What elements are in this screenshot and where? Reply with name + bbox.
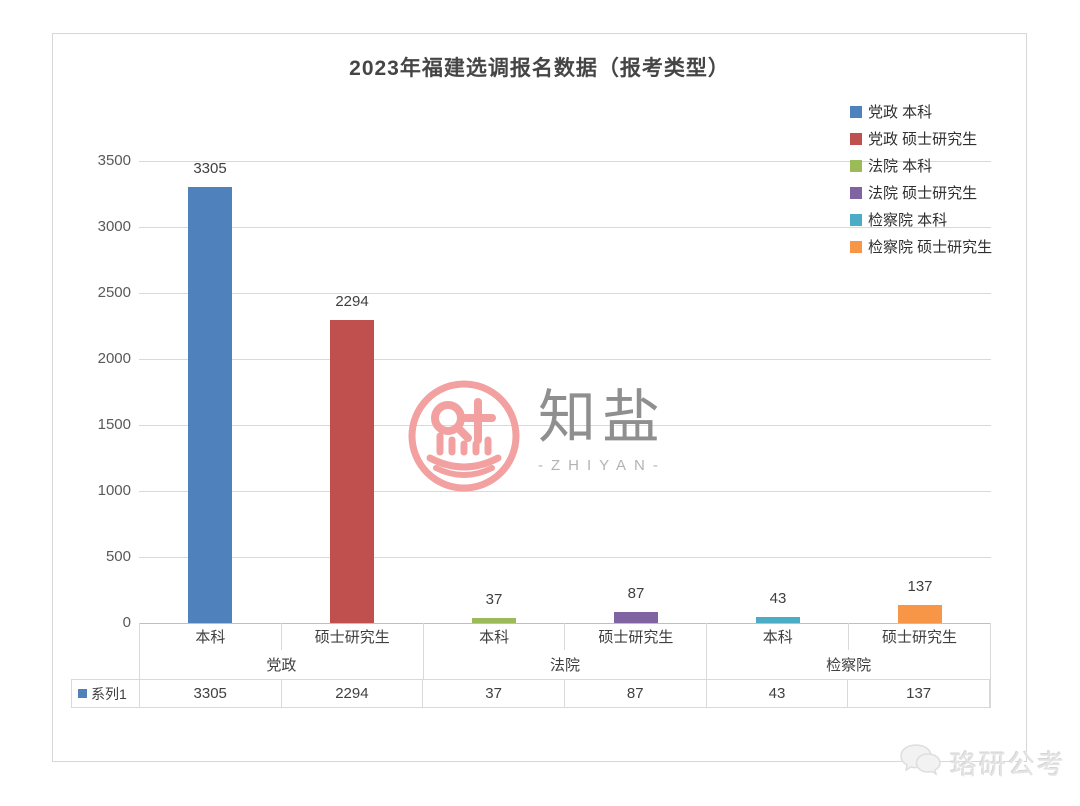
legend-item-label: 党政 硕士研究生	[868, 131, 978, 148]
group-cell: 法院	[424, 650, 708, 679]
table-value-cell: 43	[707, 680, 849, 707]
table-value-cell: 37	[423, 680, 565, 707]
legend-item: 党政 本科	[850, 98, 992, 125]
gridline	[139, 359, 991, 360]
series-name: 系列1	[91, 685, 127, 702]
bar-value-label: 37	[485, 591, 503, 608]
legend-key-square	[850, 159, 862, 172]
category-cell: 本科	[707, 623, 850, 650]
x-axis-subcategory-row: 本科 硕士研究生 本科 硕士研究生 本科 硕士研究生	[139, 623, 991, 650]
legend-key-square	[850, 240, 862, 253]
legend-item-label: 检察院 硕士研究生	[868, 239, 993, 256]
y-tick-label: 2000	[97, 350, 131, 367]
plot-area: 3305 2294 37 87 43 137	[139, 160, 991, 624]
table-value-cell: 2294	[282, 680, 424, 707]
legend-item-label: 检察院 本科	[868, 212, 948, 229]
y-tick-label: 3000	[97, 218, 131, 235]
gridline	[139, 293, 991, 294]
group-cell: 检察院	[707, 650, 992, 679]
category-cell: 硕士研究生	[565, 623, 708, 650]
y-tick-label: 1500	[97, 416, 131, 433]
data-table-row: 系列1 3305 2294 37 87 43 137	[71, 679, 991, 708]
legend-key-square	[850, 132, 862, 145]
bar-value-label: 2294	[335, 293, 369, 310]
legend-item: 检察院 本科	[850, 206, 992, 233]
bar-value-label: 3305	[193, 160, 227, 177]
legend-item: 法院 本科	[850, 152, 992, 179]
gridline	[139, 425, 991, 426]
table-series-label: 系列1	[72, 680, 140, 707]
y-tick-label: 0	[122, 614, 131, 631]
legend-key-square	[850, 213, 862, 226]
category-cell: 本科	[140, 623, 282, 650]
table-value-cell: 3305	[140, 680, 282, 707]
legend-item-label: 党政 本科	[868, 104, 933, 121]
series-legend-key	[78, 689, 87, 698]
bar-value-label: 87	[627, 585, 645, 602]
y-tick-label: 1000	[97, 482, 131, 499]
bar	[472, 618, 516, 623]
y-tick-label: 500	[105, 548, 131, 565]
y-tick-label: 2500	[97, 284, 131, 301]
legend-item: 法院 硕士研究生	[850, 179, 992, 206]
gridline	[139, 557, 991, 558]
category-cell: 硕士研究生	[282, 623, 424, 650]
bar-value-label: 137	[907, 578, 933, 595]
bar	[898, 605, 942, 623]
group-cell: 党政	[140, 650, 424, 679]
legend-key-square	[850, 105, 862, 118]
bar-value-label: 43	[769, 590, 787, 607]
bar	[756, 617, 800, 623]
gridline	[139, 227, 991, 228]
y-tick-label: 3500	[97, 152, 131, 169]
bar	[188, 187, 232, 623]
x-axis-group-row: 党政 法院 检察院	[139, 650, 992, 679]
chart-legend: 党政 本科党政 硕士研究生 法院 本科法院 硕士研究生 检察院 本科检察院 硕士研究…	[850, 98, 992, 260]
chart-title: 2023年福建选调报名数据（报考类型）	[349, 57, 730, 80]
legend-item: 党政 硕士研究生	[850, 125, 992, 152]
bar	[614, 612, 658, 623]
table-value-cell: 137	[848, 680, 990, 707]
legend-item: 检察院 硕士研究生	[850, 233, 992, 260]
legend-key-square	[850, 186, 862, 199]
legend-item-label: 法院 本科	[868, 158, 933, 175]
table-value-cell: 87	[565, 680, 707, 707]
category-cell: 本科	[424, 623, 566, 650]
gridline	[139, 161, 991, 162]
bar	[330, 320, 374, 623]
category-cell: 硕士研究生	[849, 623, 991, 650]
gridline	[139, 491, 991, 492]
legend-item-label: 法院 硕士研究生	[868, 185, 978, 202]
